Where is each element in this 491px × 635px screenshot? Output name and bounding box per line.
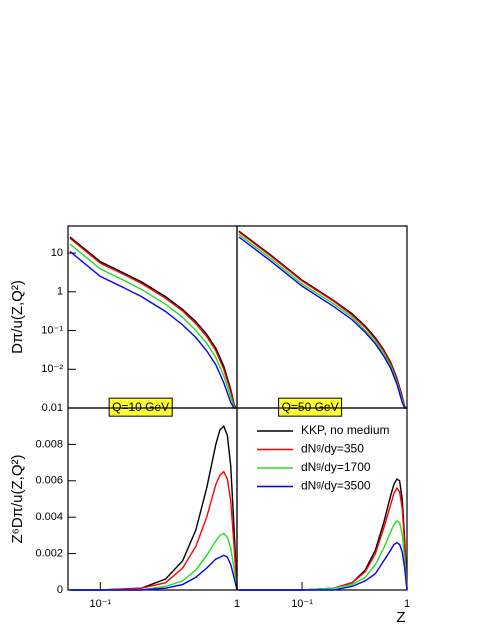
y-axis-label: Dπ/u(Z,Q²): [9, 280, 26, 354]
series-line: [238, 234, 407, 409]
annotation-background: [278, 397, 343, 417]
series-line: [238, 541, 408, 591]
series-line: [70, 554, 238, 591]
legend-label: dNᵍ/dy=350: [301, 442, 364, 456]
x-tick-label: 1: [234, 598, 240, 610]
x-tick-label: 10⁻¹: [291, 598, 313, 610]
series-line: [69, 237, 237, 409]
y-tick-label: 0.006: [35, 475, 63, 487]
annotation-box: Q=50 GeV: [278, 397, 343, 417]
series-line: [69, 236, 237, 409]
series-line: [70, 424, 238, 591]
legend-label: dNᵍ/dy=1700: [301, 460, 371, 474]
series-line: [238, 519, 408, 591]
annotation-background: [108, 397, 173, 417]
y-tick-label: 0.004: [35, 511, 63, 523]
series-line: [69, 250, 236, 409]
x-tick-label: 1: [404, 598, 410, 610]
series-line: [238, 486, 408, 591]
legend-label: KKP, no medium: [301, 423, 390, 437]
y-tick-label: 0.008: [35, 438, 63, 450]
y-axis-label: Z⁶Dπ/u(Z,Q²): [9, 454, 26, 543]
annotation: Q=10 GeV: [112, 400, 169, 414]
series-line: [238, 230, 407, 409]
axis-bottom-label: 0.01: [42, 402, 63, 414]
y-tick-label: 10: [51, 247, 63, 259]
y-tick-label: 10⁻¹: [41, 324, 63, 336]
series-line: [70, 532, 238, 591]
plot-frame: [67, 225, 238, 409]
y-tick-label: 0.002: [35, 548, 63, 560]
series-line: [69, 243, 237, 409]
y-tick-label: 0: [57, 584, 63, 596]
annotation-box: Q=10 GeV: [108, 397, 173, 417]
plot-frame: [236, 225, 408, 409]
y-tick-label: 1: [57, 286, 63, 298]
series-line: [238, 231, 407, 409]
x-axis-label: Z: [396, 609, 405, 626]
x-tick-label: 10⁻¹: [89, 598, 111, 610]
series-line: [238, 236, 407, 409]
series-line: [70, 470, 238, 591]
annotation: Q=50 GeV: [282, 400, 339, 414]
legend-label: dNᵍ/dy=3500: [301, 479, 371, 493]
y-tick-label: 10⁻²: [41, 363, 63, 375]
